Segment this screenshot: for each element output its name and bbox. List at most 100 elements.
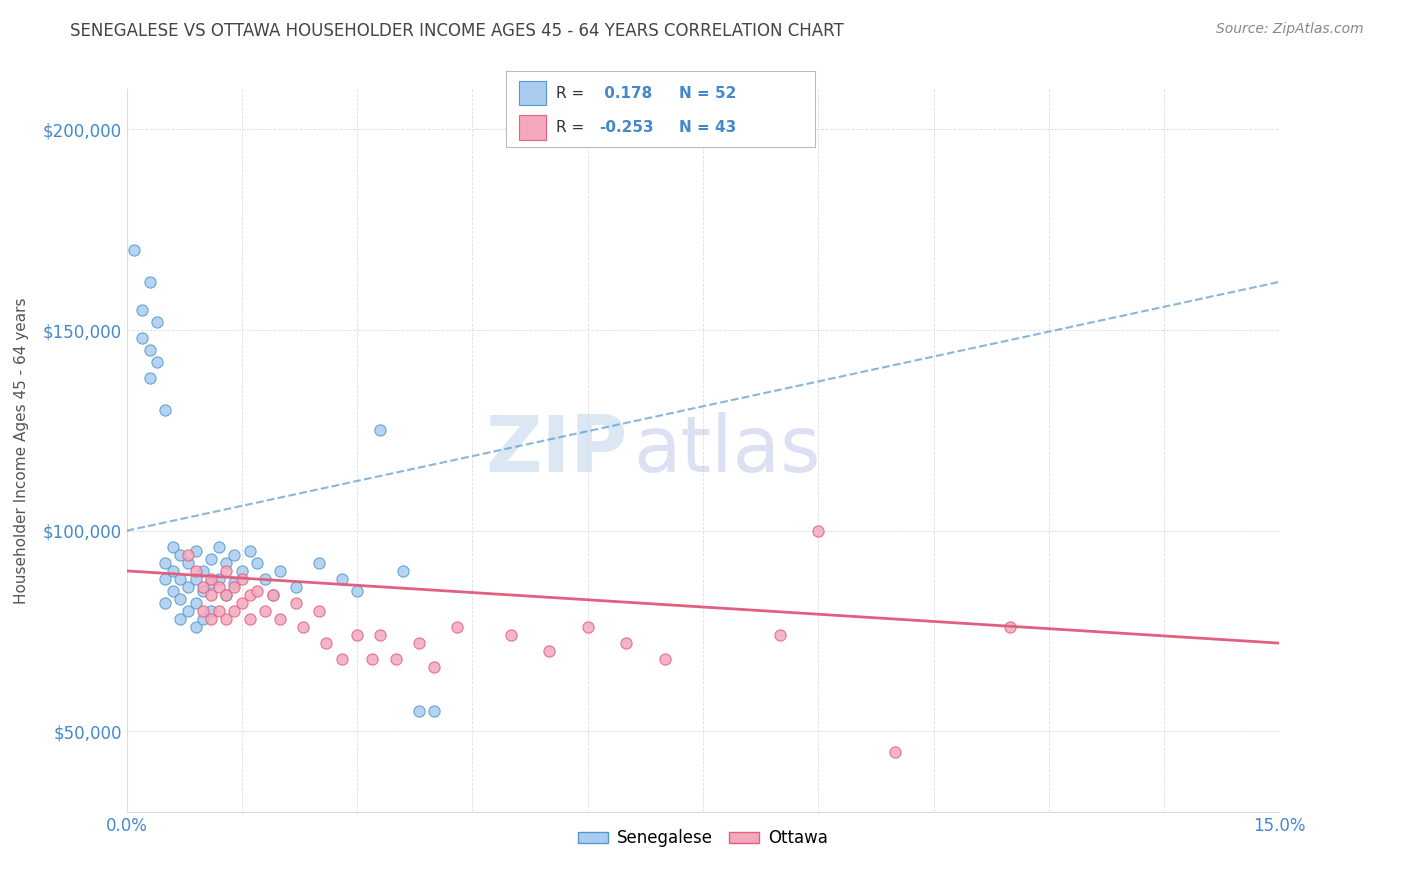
Point [769, 628, 792, 642]
Text: 0.178: 0.178 [599, 86, 652, 101]
Text: SENEGALESE VS OTTAWA HOUSEHOLDER INCOME AGES 45 - 64 YEARS CORRELATION CHART: SENEGALESE VS OTTAWA HOUSEHOLDER INCOME … [70, 22, 844, 40]
Text: R =: R = [555, 86, 583, 101]
Point [169, 548, 191, 562]
Point [315, 636, 337, 650]
Point [153, 572, 176, 586]
Legend: Senegalese, Ottawa: Senegalese, Ottawa [572, 822, 834, 854]
Point [253, 572, 276, 586]
Point [231, 564, 253, 578]
Point [215, 612, 238, 626]
Point [1000, 620, 1022, 634]
Point [538, 644, 561, 658]
Text: N = 43: N = 43 [679, 120, 737, 135]
Point [368, 423, 391, 437]
Point [246, 556, 269, 570]
Point [499, 628, 522, 642]
Point [208, 572, 231, 586]
Point [284, 596, 307, 610]
Point [269, 612, 291, 626]
Point [162, 583, 184, 598]
Point [169, 572, 191, 586]
Point [330, 652, 353, 666]
Y-axis label: Householder Income Ages 45 - 64 years: Householder Income Ages 45 - 64 years [14, 297, 28, 604]
Point [122, 243, 145, 257]
Point [262, 588, 284, 602]
Point [361, 652, 384, 666]
Point [269, 564, 291, 578]
Point [807, 524, 830, 538]
Point [253, 604, 276, 618]
Point [193, 564, 215, 578]
Point [169, 592, 191, 607]
Point [224, 548, 246, 562]
Point [238, 543, 260, 558]
Point [884, 744, 907, 758]
Point [614, 636, 637, 650]
Point [215, 588, 238, 602]
Point [446, 620, 468, 634]
Point [177, 604, 200, 618]
Point [284, 580, 307, 594]
Point [231, 596, 253, 610]
Text: atlas: atlas [634, 412, 821, 489]
Point [138, 371, 160, 385]
Point [292, 620, 315, 634]
Point [200, 604, 222, 618]
Point [177, 548, 200, 562]
Point [224, 580, 246, 594]
Point [131, 331, 153, 345]
Point [262, 588, 284, 602]
Point [215, 564, 238, 578]
Point [184, 564, 207, 578]
Point [246, 583, 269, 598]
Point [193, 583, 215, 598]
Point [654, 652, 676, 666]
Point [408, 705, 430, 719]
Point [131, 302, 153, 317]
Point [153, 556, 176, 570]
Point [184, 620, 207, 634]
Text: -0.253: -0.253 [599, 120, 654, 135]
Point [200, 588, 222, 602]
Point [308, 604, 330, 618]
Point [330, 572, 353, 586]
Point [423, 705, 446, 719]
Point [138, 343, 160, 357]
Point [153, 403, 176, 417]
Point [162, 564, 184, 578]
Point [215, 588, 238, 602]
Point [200, 572, 222, 586]
Point [153, 596, 176, 610]
Point [308, 556, 330, 570]
Text: N = 52: N = 52 [679, 86, 737, 101]
Point [177, 556, 200, 570]
Point [193, 604, 215, 618]
Point [208, 540, 231, 554]
Point [215, 556, 238, 570]
Text: R =: R = [555, 120, 583, 135]
Point [224, 604, 246, 618]
Point [346, 583, 368, 598]
Point [408, 636, 430, 650]
Point [224, 576, 246, 591]
Point [576, 620, 599, 634]
Point [423, 660, 446, 674]
Point [238, 588, 260, 602]
Point [392, 564, 415, 578]
Point [193, 580, 215, 594]
Text: Source: ZipAtlas.com: Source: ZipAtlas.com [1216, 22, 1364, 37]
Point [208, 604, 231, 618]
Point [162, 540, 184, 554]
Point [193, 612, 215, 626]
Point [208, 580, 231, 594]
Point [346, 628, 368, 642]
Point [384, 652, 406, 666]
FancyBboxPatch shape [519, 115, 547, 140]
FancyBboxPatch shape [519, 81, 547, 105]
Point [184, 572, 207, 586]
Point [184, 543, 207, 558]
Point [184, 596, 207, 610]
Point [146, 355, 169, 369]
Point [146, 315, 169, 329]
Point [231, 572, 253, 586]
